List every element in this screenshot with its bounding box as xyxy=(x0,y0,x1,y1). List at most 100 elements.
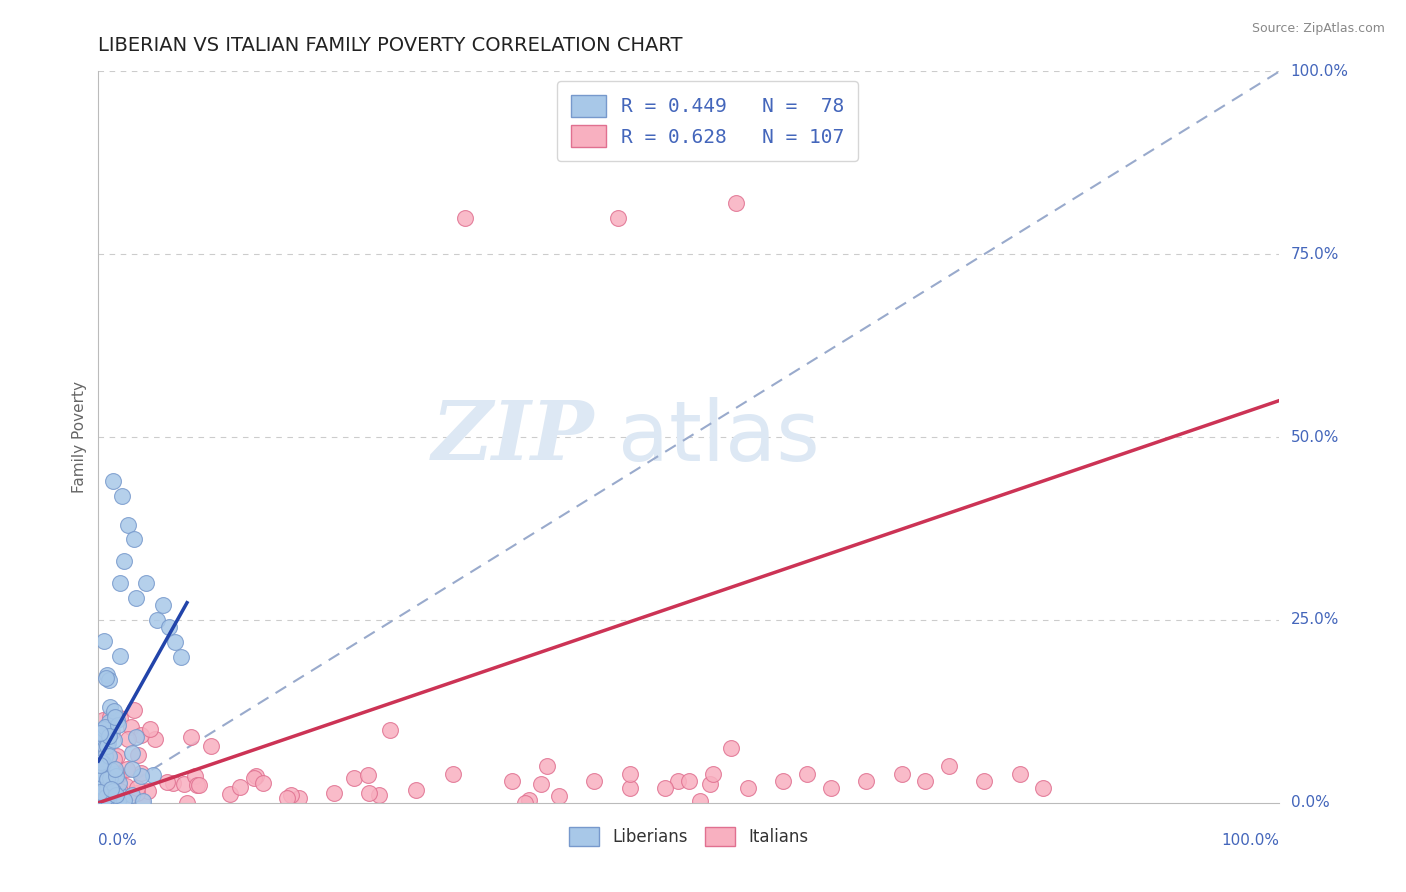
Point xyxy=(93,723,115,737)
Point xyxy=(280,788,302,802)
Point xyxy=(162,776,184,790)
Text: 0.0%: 0.0% xyxy=(98,833,138,848)
Point xyxy=(89,780,111,794)
Point xyxy=(180,730,202,744)
Point xyxy=(288,790,311,805)
Point xyxy=(219,787,242,801)
Point xyxy=(186,779,208,793)
Point xyxy=(89,789,111,803)
Point xyxy=(100,781,122,796)
Point xyxy=(453,211,475,225)
Point xyxy=(98,764,121,778)
Point xyxy=(380,723,402,737)
Point xyxy=(890,766,912,780)
Point xyxy=(127,780,149,795)
Point xyxy=(127,748,149,763)
Point xyxy=(93,764,115,778)
Point xyxy=(91,780,114,794)
Point xyxy=(90,755,112,769)
Point xyxy=(98,714,121,729)
Point xyxy=(107,769,129,783)
Text: atlas: atlas xyxy=(619,397,820,477)
Point xyxy=(97,673,120,687)
Point xyxy=(111,793,134,807)
Point xyxy=(101,724,124,739)
Point xyxy=(129,766,152,780)
Point xyxy=(121,762,143,776)
Point xyxy=(112,792,135,806)
Point xyxy=(98,700,121,714)
Point xyxy=(96,789,118,804)
Point xyxy=(654,781,676,796)
Point xyxy=(107,794,129,808)
Point xyxy=(94,789,117,804)
Point xyxy=(357,786,380,800)
Point xyxy=(111,489,134,503)
Point xyxy=(139,722,162,736)
Point xyxy=(89,726,111,740)
Point xyxy=(103,733,125,747)
Point xyxy=(91,713,114,727)
Point xyxy=(89,774,111,789)
Point xyxy=(125,591,148,605)
Point xyxy=(107,718,129,732)
Point xyxy=(96,668,118,682)
Point xyxy=(245,769,267,783)
Point xyxy=(94,796,117,810)
Point xyxy=(96,770,118,784)
Point xyxy=(89,791,111,805)
Point xyxy=(91,768,114,782)
Point xyxy=(117,762,139,776)
Point xyxy=(90,767,112,781)
Point xyxy=(108,711,131,725)
Y-axis label: Family Poverty: Family Poverty xyxy=(72,381,87,493)
Point xyxy=(405,783,427,797)
Point xyxy=(100,764,122,778)
Text: LIBERIAN VS ITALIAN FAMILY POVERTY CORRELATION CHART: LIBERIAN VS ITALIAN FAMILY POVERTY CORRE… xyxy=(98,36,683,54)
Point xyxy=(938,759,960,773)
Point xyxy=(96,792,118,806)
Point xyxy=(973,773,995,788)
Point xyxy=(93,768,115,782)
Point xyxy=(108,648,131,663)
Point xyxy=(105,748,128,763)
Point xyxy=(96,781,118,796)
Point xyxy=(1032,781,1054,796)
Point xyxy=(619,781,641,796)
Point xyxy=(89,758,111,772)
Point xyxy=(105,765,128,780)
Point xyxy=(93,771,115,785)
Point xyxy=(94,777,117,791)
Point xyxy=(94,748,117,763)
Point xyxy=(689,793,711,807)
Point xyxy=(548,789,571,804)
Point xyxy=(184,769,207,783)
Point xyxy=(89,778,111,792)
Point xyxy=(103,704,125,718)
Point xyxy=(105,767,128,781)
Legend: Liberians, Italians: Liberians, Italians xyxy=(562,821,815,853)
Point xyxy=(104,794,127,808)
Point xyxy=(357,768,380,782)
Point xyxy=(187,778,209,792)
Point xyxy=(110,789,132,804)
Point xyxy=(143,731,166,746)
Text: 75.0%: 75.0% xyxy=(1291,247,1339,261)
Point xyxy=(94,740,117,755)
Text: 100.0%: 100.0% xyxy=(1222,833,1279,848)
Point xyxy=(678,773,700,788)
Point xyxy=(666,773,689,788)
Point xyxy=(820,781,842,796)
Text: 50.0%: 50.0% xyxy=(1291,430,1339,444)
Point xyxy=(97,789,120,803)
Point xyxy=(91,730,114,744)
Point xyxy=(89,725,111,739)
Text: 0.0%: 0.0% xyxy=(1291,796,1329,810)
Point xyxy=(104,763,127,777)
Point xyxy=(156,775,179,789)
Point xyxy=(89,784,111,798)
Point xyxy=(110,784,132,798)
Point xyxy=(229,780,252,794)
Point xyxy=(103,796,125,810)
Point xyxy=(117,517,139,532)
